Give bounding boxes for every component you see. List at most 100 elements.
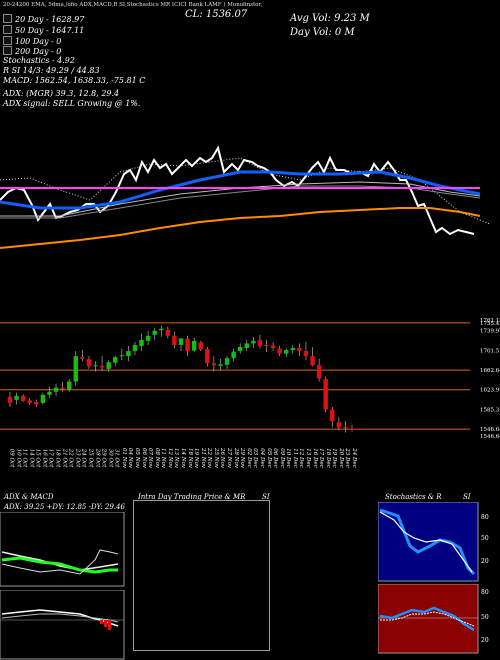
candle-body xyxy=(139,339,144,346)
candle-body xyxy=(297,348,302,352)
date-tick-label: 26 Nov xyxy=(219,448,226,468)
legend-swatch-icon xyxy=(3,46,12,55)
candle-body xyxy=(53,387,59,392)
price-tick-label: 1761.15 xyxy=(480,318,500,324)
date-tick-label: 21 Nov xyxy=(199,448,206,468)
legend-20day: 20 Day - 1628.97 xyxy=(3,14,84,24)
candle-body xyxy=(113,357,118,363)
candle-body xyxy=(185,338,190,352)
date-tick-label: 07 Nov xyxy=(147,448,154,468)
date-tick-label: 09 Oct xyxy=(8,448,15,468)
candle-body xyxy=(205,349,210,364)
date-tick-label: 02 Dec xyxy=(245,448,252,468)
date-tick-label: 13 Dec xyxy=(304,448,311,468)
date-tick-label: 17 Dec xyxy=(317,448,324,468)
date-tick-label: 11 Nov xyxy=(160,448,167,468)
adx-line xyxy=(1,551,119,571)
price-axis: 1761.151755.42 1739.97 1701.5 1662.64 1623.9… xyxy=(480,318,500,440)
orange-ema-line xyxy=(0,207,481,249)
date-tick-label: 01 Nov xyxy=(120,448,127,468)
candle-body xyxy=(14,395,19,400)
date-tick-label: 13 Nov xyxy=(173,448,180,468)
date-tick-label: 18 Oct xyxy=(54,448,61,468)
intraday-panel xyxy=(133,500,270,651)
date-tick-label: 11 Dec xyxy=(291,448,298,468)
candle-body xyxy=(86,359,92,367)
candle-body xyxy=(20,395,26,401)
rsi-signal-line xyxy=(380,611,475,627)
adx-panel-values: ADX: 39.25 +DY: 12.85 -DY: 29.46 xyxy=(4,503,125,511)
date-tick-label: 04 Dec xyxy=(258,448,265,468)
candle-body xyxy=(191,340,197,351)
candle-body xyxy=(47,391,52,395)
candle-body xyxy=(231,351,236,359)
date-tick-label: 09 Dec xyxy=(278,448,285,468)
date-tick-label: 05 Nov xyxy=(133,448,140,468)
date-tick-label: 17 Oct xyxy=(47,448,54,468)
candle-body xyxy=(132,344,138,352)
legend-50day: 50 Day - 1647.11 xyxy=(3,25,84,35)
plus-di-line xyxy=(1,556,118,574)
date-tick-label: 12 Nov xyxy=(166,448,173,468)
candle-body xyxy=(99,365,105,368)
legend-swatch-icon xyxy=(3,36,12,45)
moving-average-chart xyxy=(0,145,491,249)
stoch-tick-20: 20 xyxy=(481,558,489,565)
date-tick-label: 10 Dec xyxy=(284,448,291,468)
date-tick-label: 14 Nov xyxy=(179,448,186,468)
candle-body xyxy=(119,355,125,357)
date-tick-label: 14 Oct xyxy=(27,448,34,468)
adx-macd-title: ADX & MACD xyxy=(4,493,54,501)
date-tick-label: 25 Nov xyxy=(212,448,219,468)
stoch-si-label: SI xyxy=(463,493,471,501)
date-tick-label: 16 Oct xyxy=(41,448,48,468)
candle-body xyxy=(303,351,309,357)
candle-body xyxy=(93,365,98,367)
candle-body xyxy=(257,339,263,346)
candle-body xyxy=(349,428,355,430)
rsi-panel: 80 50 20 xyxy=(378,584,489,654)
date-tick-label: 22 Nov xyxy=(206,448,213,468)
date-tick-label: 18 Nov xyxy=(186,448,193,468)
date-tick-label: 08 Nov xyxy=(153,448,160,468)
price-tick-label: 1739.97 xyxy=(480,329,500,335)
candle-body xyxy=(145,335,151,341)
candle-body xyxy=(330,409,335,422)
candle-body xyxy=(343,426,348,428)
date-tick-label: 30 Oct xyxy=(106,448,113,468)
candle-body xyxy=(264,344,269,346)
date-axis: 09 Oct 10 Oct 11 Oct 14 Oct 15 Oct 16 Oct 17 O… xyxy=(0,443,500,483)
candle-body xyxy=(277,348,282,354)
adx-signal: ADX signal: SELL Growing @ 1%. xyxy=(3,99,141,108)
candle-body xyxy=(40,394,46,403)
candle-body xyxy=(284,350,289,354)
date-tick-label: 12 Dec xyxy=(298,448,305,468)
date-tick-label: 06 Nov xyxy=(140,448,147,468)
date-tick-label: 24 Oct xyxy=(80,448,87,468)
intraday-title: Intra Day Trading Price & MR xyxy=(138,493,246,501)
candle-body xyxy=(218,364,223,366)
rsi-value: R SI 14/3: 49.29 / 44.83 xyxy=(3,66,100,75)
blue-ema-line xyxy=(0,170,481,210)
candle-body xyxy=(126,351,131,357)
candle-body xyxy=(198,342,203,350)
candle-body xyxy=(316,365,322,379)
date-tick-label: 20 Dec xyxy=(337,448,344,468)
candle-body xyxy=(80,357,85,359)
intraday-si-label: SI xyxy=(262,493,270,501)
candle-body xyxy=(224,358,230,365)
price-tick-label: 1546.64 xyxy=(480,434,500,440)
date-tick-label: 04 Nov xyxy=(127,448,134,468)
candle-body xyxy=(27,400,32,403)
candle-body xyxy=(244,343,249,349)
candle-body xyxy=(237,346,243,352)
candle-body xyxy=(106,362,111,369)
candle-body xyxy=(310,356,315,366)
candle-body xyxy=(34,401,39,405)
adx-panel xyxy=(0,512,125,587)
price-level-lines xyxy=(0,322,470,430)
price-tick-label: 1546.64 xyxy=(480,427,500,433)
date-tick-label: 10 Oct xyxy=(14,448,21,468)
macd-value: MACD: 1562.54, 1638.33, -75.81 C xyxy=(3,76,146,85)
date-tick-label: 28 Nov xyxy=(232,448,239,468)
